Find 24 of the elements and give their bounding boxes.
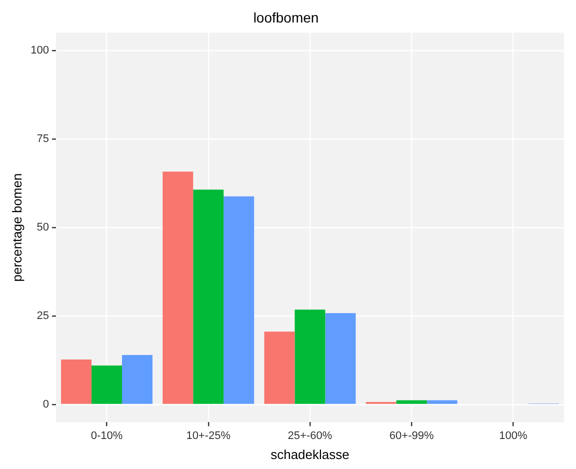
bar xyxy=(294,310,326,404)
bar xyxy=(193,190,224,404)
y-tick-label: 100 xyxy=(30,44,49,57)
y-tick-label: 0 xyxy=(42,398,49,411)
bar xyxy=(224,196,254,404)
y-tick-label: 50 xyxy=(36,222,49,234)
x-tick-label: 25+-60% xyxy=(288,430,332,442)
bar xyxy=(264,332,295,404)
y-axis-title: percentage bomen xyxy=(9,173,24,282)
bar xyxy=(122,354,152,404)
y-tick-label: 25 xyxy=(36,310,49,322)
x-tick-label: 60+-99% xyxy=(389,430,434,442)
bar xyxy=(162,172,194,404)
bar xyxy=(61,360,92,404)
bar xyxy=(426,400,458,404)
x-tick-label: 10+-25% xyxy=(186,430,231,442)
chart-title: loofbomen xyxy=(253,9,319,26)
bar xyxy=(325,313,356,404)
x-tick-label: 0-10% xyxy=(90,430,123,442)
bar xyxy=(92,366,122,404)
x-tick-label: 100% xyxy=(499,430,528,442)
x-axis-title: schadeklasse xyxy=(270,446,350,462)
y-tick-label: 75 xyxy=(36,133,49,146)
bar xyxy=(396,400,427,404)
